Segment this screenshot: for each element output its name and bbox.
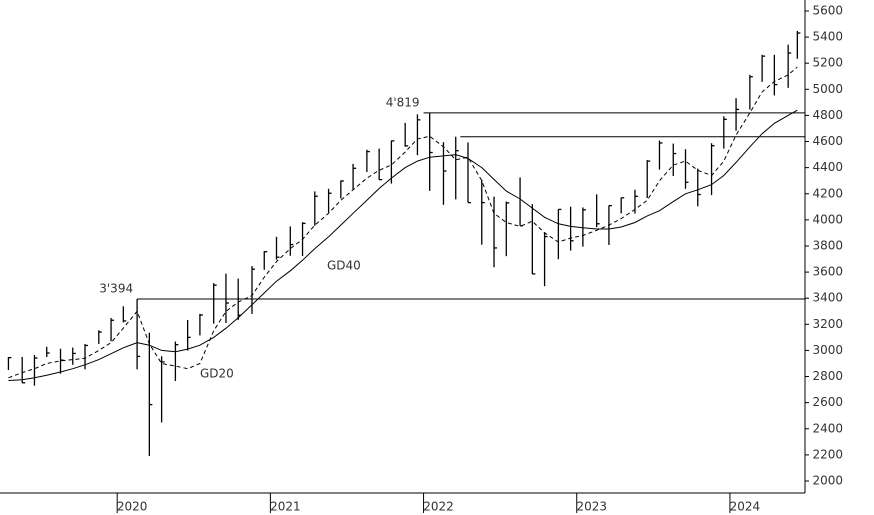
legend-label: GD40 (327, 259, 361, 273)
y-tick-label: 5000 (812, 82, 843, 96)
y-tick-label: 3000 (812, 343, 843, 357)
y-tick-label: 2600 (812, 395, 843, 409)
reference-label: 3'394 (99, 281, 133, 295)
y-tick-label: 2000 (812, 473, 843, 487)
x-tick-label: 2023 (576, 500, 607, 514)
y-tick-label: 2200 (812, 447, 843, 461)
x-tick-label: 2022 (423, 500, 454, 514)
y-tick-label: 2400 (812, 421, 843, 435)
y-tick-label: 5400 (812, 30, 843, 44)
y-tick-label: 3600 (812, 265, 843, 279)
y-tick-label: 4000 (812, 212, 843, 226)
x-tick-label: 2020 (117, 500, 148, 514)
y-tick-label: 4600 (812, 134, 843, 148)
x-tick-label: 2024 (730, 500, 761, 514)
y-tick-label: 4800 (812, 108, 843, 122)
moving-average (8, 109, 798, 381)
y-tick-label: 4200 (812, 186, 843, 200)
moving-average (8, 66, 798, 379)
y-tick-label: 3800 (812, 238, 843, 252)
x-tick-label: 2021 (270, 500, 301, 514)
y-tick-label: 3400 (812, 291, 843, 305)
reference-label: 4'819 (386, 95, 420, 109)
y-tick-label: 4400 (812, 160, 843, 174)
y-tick-label: 2800 (812, 369, 843, 383)
y-tick-label: 3200 (812, 317, 843, 331)
y-tick-label: 5600 (812, 3, 843, 17)
y-tick-label: 5200 (812, 56, 843, 70)
legend-label: GD20 (200, 367, 234, 381)
